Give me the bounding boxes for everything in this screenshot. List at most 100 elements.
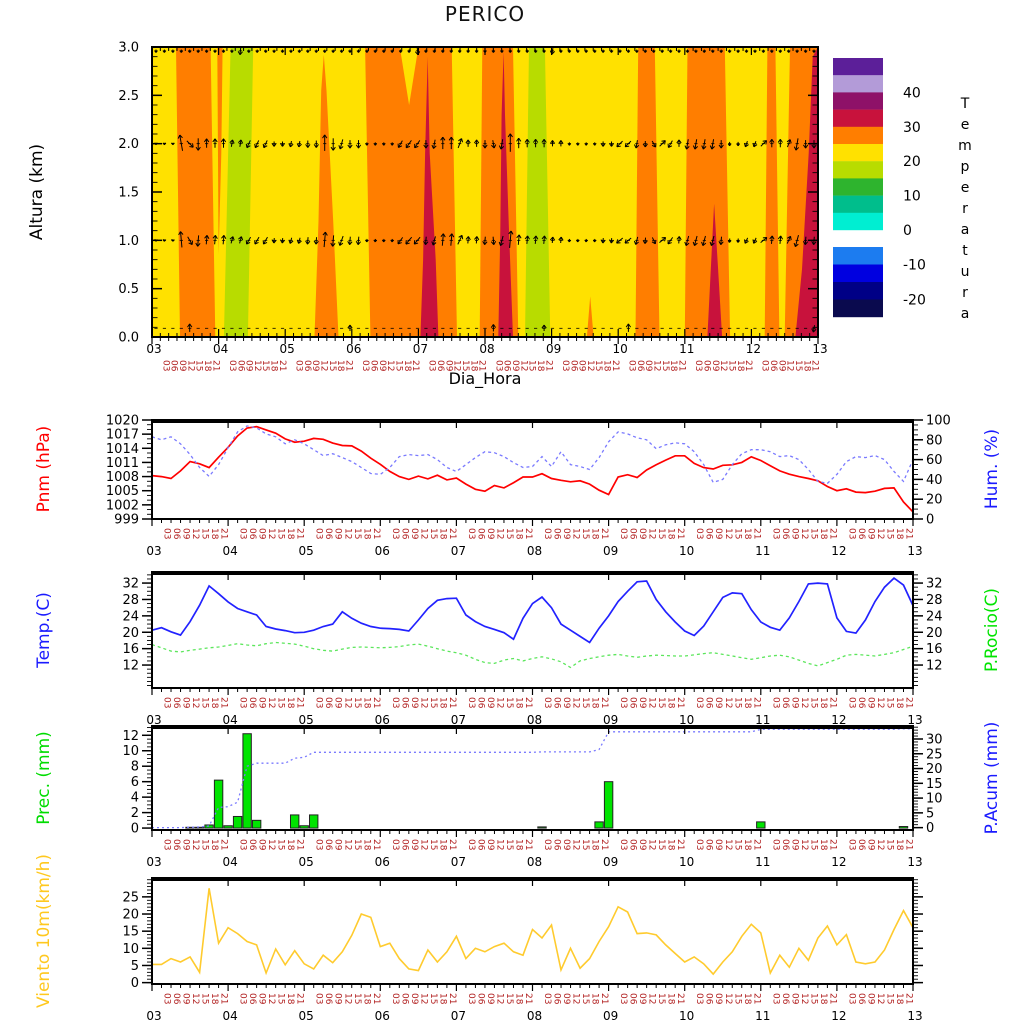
svg-text:12: 12 xyxy=(647,528,657,539)
svg-text:06: 06 xyxy=(399,839,409,851)
svg-text:18: 18 xyxy=(335,360,345,372)
svg-text:15: 15 xyxy=(527,360,537,371)
svg-text:03: 03 xyxy=(618,697,628,708)
svg-text:03: 03 xyxy=(390,697,400,708)
svg-text:12: 12 xyxy=(494,993,504,1004)
svg-text:06: 06 xyxy=(247,993,257,1005)
svg-text:15: 15 xyxy=(926,777,943,792)
svg-text:03: 03 xyxy=(314,528,324,539)
svg-text:08: 08 xyxy=(479,342,494,356)
svg-text:03: 03 xyxy=(294,360,304,371)
svg-text:08: 08 xyxy=(527,855,542,869)
svg-text:12: 12 xyxy=(799,839,809,850)
svg-text:09: 09 xyxy=(603,855,618,869)
svg-text:06: 06 xyxy=(375,1009,390,1023)
svg-text:18: 18 xyxy=(668,360,678,372)
svg-text:03: 03 xyxy=(160,360,170,371)
svg-text:09: 09 xyxy=(643,360,653,372)
svg-text:15: 15 xyxy=(593,360,603,371)
svg-text:1.5: 1.5 xyxy=(118,186,139,201)
svg-text:03: 03 xyxy=(618,839,628,850)
svg-text:15: 15 xyxy=(393,360,403,371)
svg-text:18: 18 xyxy=(666,839,676,851)
svg-text:06: 06 xyxy=(856,528,866,540)
svg-text:05: 05 xyxy=(299,713,314,727)
svg-text:06: 06 xyxy=(171,993,181,1005)
svg-text:09: 09 xyxy=(865,528,875,540)
svg-text:03: 03 xyxy=(314,993,324,1004)
svg-text:4: 4 xyxy=(131,791,139,806)
svg-text:10: 10 xyxy=(613,342,628,356)
svg-text:03: 03 xyxy=(162,528,172,539)
svg-text:09: 09 xyxy=(637,528,647,540)
svg-text:60: 60 xyxy=(926,453,943,468)
svg-text:12: 12 xyxy=(785,360,795,371)
svg-text:15: 15 xyxy=(352,839,362,850)
contour-plot: 0.00.51.01.52.02.53.00303060912151821040… xyxy=(118,41,827,372)
svg-text:18: 18 xyxy=(590,839,600,851)
svg-text:09: 09 xyxy=(409,528,419,540)
svg-text:12: 12 xyxy=(418,839,428,850)
svg-text:24: 24 xyxy=(122,609,139,624)
svg-text:03: 03 xyxy=(542,697,552,708)
svg-text:6: 6 xyxy=(131,775,139,790)
svg-text:15: 15 xyxy=(352,697,362,708)
svg-text:09: 09 xyxy=(713,993,723,1005)
svg-text:18: 18 xyxy=(209,697,219,709)
svg-text:07: 07 xyxy=(451,855,466,869)
svg-text:03: 03 xyxy=(390,839,400,850)
svg-text:1011: 1011 xyxy=(106,456,139,471)
svg-text:30: 30 xyxy=(926,733,943,748)
svg-text:15: 15 xyxy=(260,360,270,371)
svg-text:21: 21 xyxy=(295,839,305,850)
svg-text:15: 15 xyxy=(732,528,742,539)
svg-text:21: 21 xyxy=(751,697,761,708)
svg-text:09: 09 xyxy=(377,360,387,372)
svg-text:06: 06 xyxy=(323,993,333,1005)
svg-text:1.0: 1.0 xyxy=(118,234,139,249)
svg-text:09: 09 xyxy=(789,697,799,709)
svg-text:15: 15 xyxy=(808,528,818,539)
svg-text:15: 15 xyxy=(808,839,818,850)
svg-text:03: 03 xyxy=(770,839,780,850)
svg-text:03: 03 xyxy=(162,993,172,1004)
svg-text:12: 12 xyxy=(190,528,200,539)
svg-text:21: 21 xyxy=(827,993,837,1004)
svg-text:03: 03 xyxy=(846,993,856,1004)
svg-text:18: 18 xyxy=(285,528,295,540)
svg-text:06: 06 xyxy=(302,360,312,372)
svg-text:25: 25 xyxy=(122,890,139,905)
svg-text:09: 09 xyxy=(561,839,571,851)
svg-text:20: 20 xyxy=(122,626,139,641)
svg-text:06: 06 xyxy=(375,544,390,558)
svg-text:09: 09 xyxy=(561,697,571,709)
svg-text:12: 12 xyxy=(799,993,809,1004)
svg-text:18: 18 xyxy=(801,360,811,372)
svg-text:21: 21 xyxy=(675,528,685,539)
svg-text:15: 15 xyxy=(428,993,438,1004)
svg-text:13: 13 xyxy=(907,855,922,869)
svg-text:07: 07 xyxy=(451,713,466,727)
svg-text:18: 18 xyxy=(361,528,371,540)
svg-text:15: 15 xyxy=(200,839,210,850)
svg-text:09: 09 xyxy=(177,360,187,372)
svg-text:21: 21 xyxy=(447,993,457,1004)
svg-text:12: 12 xyxy=(875,697,885,708)
svg-text:09: 09 xyxy=(789,528,799,540)
svg-text:08: 08 xyxy=(527,1009,542,1023)
svg-text:15: 15 xyxy=(276,839,286,850)
svg-text:03: 03 xyxy=(694,839,704,850)
svg-text:05: 05 xyxy=(299,855,314,869)
svg-text:12: 12 xyxy=(571,993,581,1004)
svg-text:09: 09 xyxy=(865,993,875,1005)
svg-text:06: 06 xyxy=(247,839,257,851)
svg-text:09: 09 xyxy=(244,360,254,372)
pressure-humidity-chart: 9991002100510081011101410171020020406080… xyxy=(106,414,951,559)
svg-text:13: 13 xyxy=(907,713,922,727)
svg-text:12: 12 xyxy=(494,839,504,850)
svg-text:15: 15 xyxy=(276,697,286,708)
svg-text:15: 15 xyxy=(352,528,362,539)
svg-text:21: 21 xyxy=(219,528,229,539)
svg-text:20: 20 xyxy=(926,762,943,777)
